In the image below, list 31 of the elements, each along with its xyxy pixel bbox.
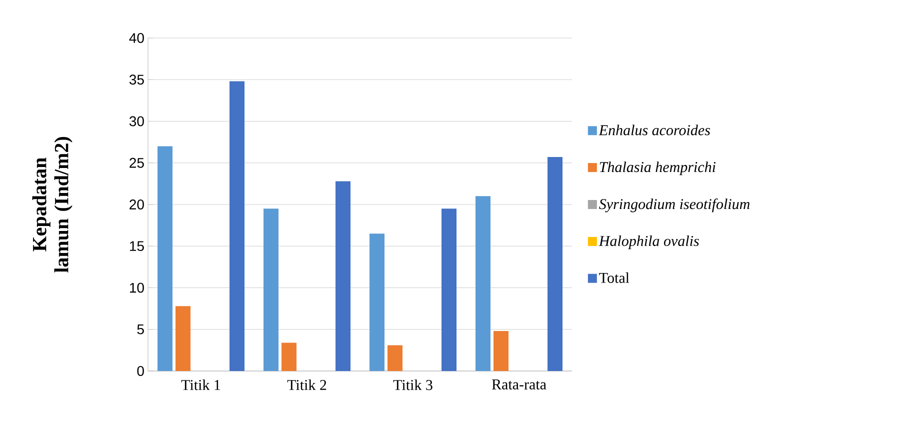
legend-label: Total <box>599 272 630 283</box>
legend-label: Enhalus acoroides <box>598 124 710 136</box>
bar <box>476 196 491 371</box>
bar <box>548 157 563 371</box>
bar <box>264 208 279 371</box>
y-tick-label: 10 <box>130 282 144 293</box>
bar <box>336 181 351 371</box>
x-tick-label: Titik 3 <box>393 380 432 390</box>
bar <box>176 306 191 371</box>
y-tick-label: 40 <box>129 33 144 43</box>
bar <box>282 342 297 371</box>
y-tick-label: 25 <box>130 158 144 168</box>
y-axis-title: Kepadatan lamun (Ind/m2) <box>32 137 72 272</box>
x-tick-label: Rata-rata <box>492 380 546 390</box>
bar <box>494 331 509 371</box>
y-tick-label: 20 <box>130 200 144 210</box>
bar <box>442 208 457 371</box>
x-tick-label: Titik 2 <box>287 380 326 390</box>
y-tick-label: 5 <box>137 324 144 334</box>
bar <box>388 345 403 371</box>
legend-label: Halophila ovalis <box>598 236 699 250</box>
legend-label: Thalasia hemprichi <box>600 162 716 176</box>
y-tick-label: 0 <box>137 366 144 376</box>
y-tick-label: 35 <box>129 74 144 85</box>
x-tick-label: Titik 1 <box>181 380 220 390</box>
legend-label: Syringodium iseotifolium <box>599 198 750 212</box>
bar <box>158 146 173 371</box>
y-tick-label: 30 <box>129 116 144 126</box>
bar <box>230 81 245 371</box>
y-tick-label: 15 <box>130 241 144 252</box>
bar <box>370 234 385 371</box>
